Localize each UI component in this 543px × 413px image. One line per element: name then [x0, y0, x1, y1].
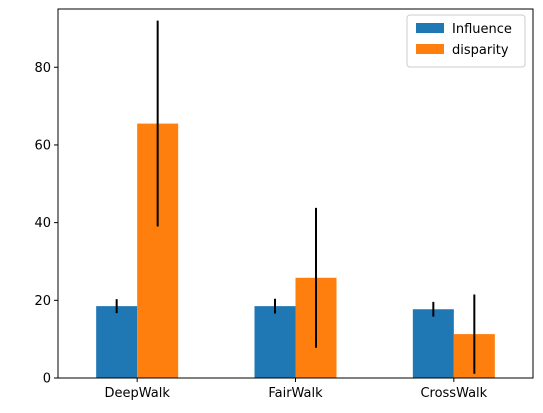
- x-axis: DeepWalk FairWalk CrossWalk: [104, 378, 488, 401]
- x-tick-label: CrossWalk: [420, 386, 487, 401]
- y-tick-label: 80: [34, 61, 51, 76]
- y-tick-label: 60: [34, 138, 51, 153]
- bars-layer: [96, 123, 495, 378]
- error-bars-layer: [115, 20, 476, 374]
- x-tick-label: DeepWalk: [104, 386, 170, 401]
- legend-swatch-disparity: [416, 44, 444, 54]
- x-tick-label: FairWalk: [268, 386, 323, 401]
- y-tick-label: 20: [34, 294, 51, 309]
- bar-influence-deepwalk: [96, 306, 138, 378]
- bar-influence-fairwalk: [254, 306, 296, 378]
- y-axis: 0 20 40 60 80: [34, 61, 58, 387]
- legend: Influence disparity: [406, 14, 526, 68]
- y-tick-label: 0: [43, 372, 51, 387]
- legend-label-influence: Influence: [452, 22, 512, 37]
- bar-influence-crosswalk: [412, 309, 454, 378]
- y-tick-label: 40: [34, 216, 51, 231]
- legend-label-disparity: disparity: [452, 43, 509, 58]
- legend-swatch-influence: [416, 23, 444, 33]
